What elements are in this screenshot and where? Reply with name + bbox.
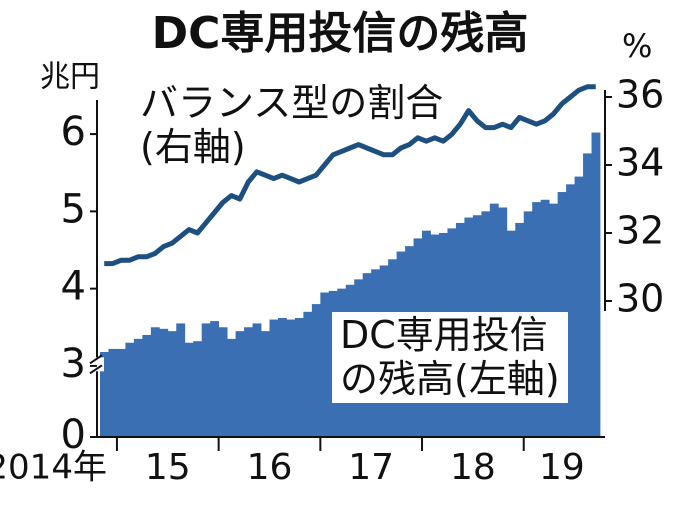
bar bbox=[125, 342, 135, 437]
y2-tick-label: 36 bbox=[616, 73, 664, 117]
bar bbox=[261, 331, 270, 437]
bar bbox=[574, 176, 584, 437]
bar bbox=[167, 331, 177, 437]
axis-break-mark bbox=[89, 354, 103, 365]
y2-unit: % bbox=[622, 27, 652, 65]
bar bbox=[286, 319, 296, 437]
bar bbox=[277, 318, 287, 437]
y2-tick-label: 34 bbox=[616, 141, 664, 185]
bar bbox=[252, 323, 262, 437]
y-unit: 兆円 bbox=[40, 60, 100, 95]
bar bbox=[320, 292, 330, 437]
y-tick-label: 5 bbox=[61, 186, 86, 232]
x-tick-label: 2014年 bbox=[0, 448, 107, 488]
bar bbox=[235, 331, 245, 437]
bar bbox=[159, 328, 169, 437]
bar bbox=[269, 319, 279, 437]
bar bbox=[176, 323, 186, 437]
bar bbox=[100, 352, 109, 437]
axis-break-mark bbox=[89, 364, 103, 375]
x-tick-label: 18 bbox=[450, 447, 496, 488]
x-tick-label: 17 bbox=[348, 447, 394, 488]
y2-tick-label: 30 bbox=[616, 277, 664, 321]
y-tick-label: 0 bbox=[61, 412, 86, 458]
bar bbox=[201, 323, 211, 437]
bar bbox=[303, 311, 313, 437]
bar bbox=[591, 132, 601, 437]
line-legend: バランス型の割合 (右軸) bbox=[140, 81, 444, 169]
chart-title: DC専用投信の残高 bbox=[152, 8, 529, 59]
bar bbox=[116, 348, 126, 437]
bar bbox=[227, 338, 236, 437]
bar bbox=[583, 153, 592, 437]
bar bbox=[210, 321, 220, 437]
bar bbox=[244, 327, 253, 437]
y-tick-label: 4 bbox=[61, 264, 86, 310]
x-tick-label: 16 bbox=[247, 447, 293, 488]
bar bbox=[311, 304, 321, 437]
bar bbox=[142, 335, 152, 437]
bar-legend: DC専用投信 の残高(左軸) bbox=[332, 312, 568, 404]
y-tick-label: 6 bbox=[61, 109, 86, 155]
bar bbox=[133, 338, 143, 437]
x-tick-label: 15 bbox=[145, 447, 191, 488]
bar bbox=[218, 327, 228, 437]
x-tick-label: 19 bbox=[539, 447, 585, 488]
bar bbox=[193, 341, 203, 437]
bar bbox=[184, 342, 194, 437]
bar bbox=[566, 184, 575, 437]
y-tick-label: 3 bbox=[61, 341, 86, 387]
bar bbox=[294, 318, 304, 437]
bar bbox=[150, 327, 160, 437]
bar bbox=[108, 348, 118, 437]
line bbox=[104, 84, 596, 267]
y2-tick-label: 32 bbox=[616, 209, 664, 253]
